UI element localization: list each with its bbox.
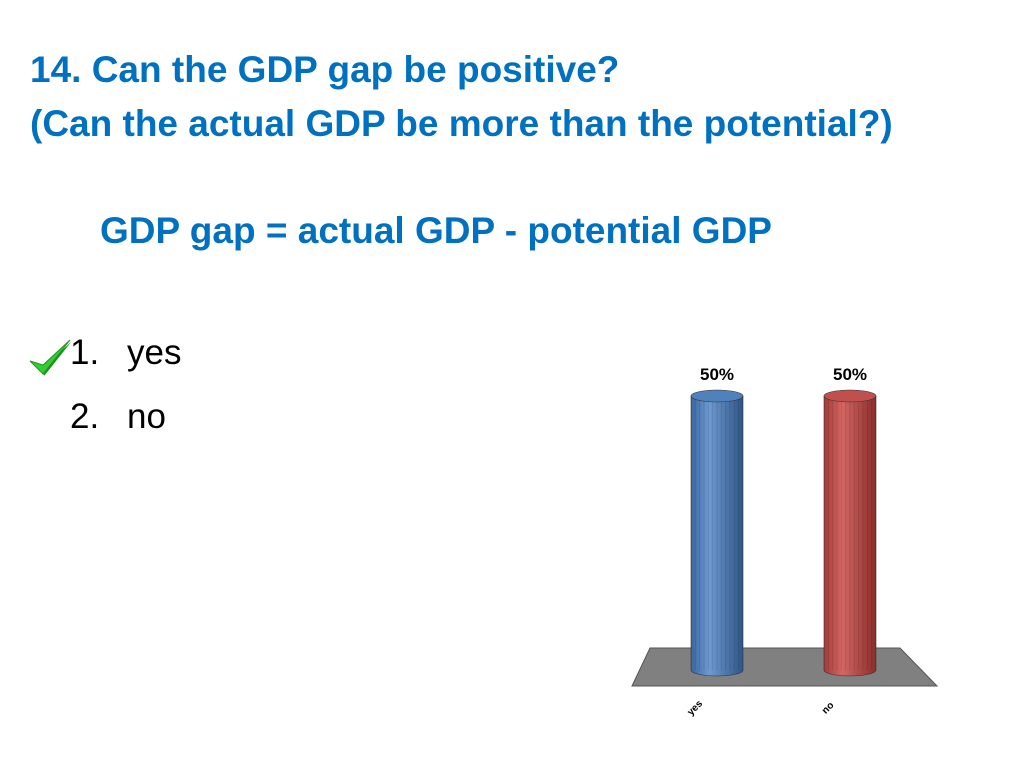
slide-title-line-1: 14. Can the GDP gap be positive?	[30, 49, 620, 90]
answer-option-no[interactable]: 2. no	[70, 397, 166, 437]
data-label-no: 50%	[833, 365, 867, 384]
checkmark-icon	[29, 339, 72, 376]
results-bar-chart: 50% yes 50% no	[631, 365, 939, 718]
answer-number: 2.	[70, 397, 100, 436]
slide-title-line-2: (Can the actual GDP be more than the pot…	[30, 103, 893, 144]
answer-label: yes	[127, 333, 182, 372]
bar-yes	[690, 389, 744, 677]
gdp-gap-formula: GDP gap = actual GDP - potential GDP	[100, 210, 772, 251]
chart-floor	[631, 647, 939, 687]
category-label-no: no	[820, 700, 836, 716]
chart-bars	[690, 389, 877, 677]
answer-option-yes[interactable]: 1. yes	[70, 333, 181, 373]
answer-number: 1.	[70, 333, 100, 372]
category-label-yes: yes	[685, 698, 705, 718]
answer-label: no	[127, 397, 166, 436]
data-label-yes: 50%	[700, 365, 734, 384]
bar-no	[823, 389, 877, 677]
